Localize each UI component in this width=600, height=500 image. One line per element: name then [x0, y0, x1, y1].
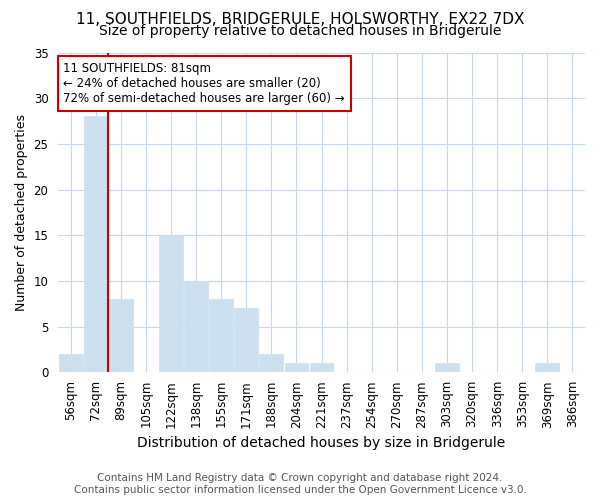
Bar — [235, 308, 258, 372]
Y-axis label: Number of detached properties: Number of detached properties — [15, 114, 28, 311]
Text: Size of property relative to detached houses in Bridgerule: Size of property relative to detached ho… — [99, 24, 501, 38]
Text: 11, SOUTHFIELDS, BRIDGERULE, HOLSWORTHY, EX22 7DX: 11, SOUTHFIELDS, BRIDGERULE, HOLSWORTHY,… — [76, 12, 524, 28]
Bar — [435, 364, 459, 372]
Bar — [284, 364, 308, 372]
Bar — [259, 354, 283, 372]
Bar — [209, 300, 233, 372]
Text: 11 SOUTHFIELDS: 81sqm
← 24% of detached houses are smaller (20)
72% of semi-deta: 11 SOUTHFIELDS: 81sqm ← 24% of detached … — [64, 62, 345, 105]
Bar — [159, 236, 183, 372]
Bar — [535, 364, 559, 372]
Text: Contains HM Land Registry data © Crown copyright and database right 2024.
Contai: Contains HM Land Registry data © Crown c… — [74, 474, 526, 495]
Bar — [184, 281, 208, 372]
Bar — [109, 300, 133, 372]
Bar — [84, 116, 108, 372]
Bar — [59, 354, 83, 372]
Bar — [310, 364, 334, 372]
X-axis label: Distribution of detached houses by size in Bridgerule: Distribution of detached houses by size … — [137, 436, 506, 450]
